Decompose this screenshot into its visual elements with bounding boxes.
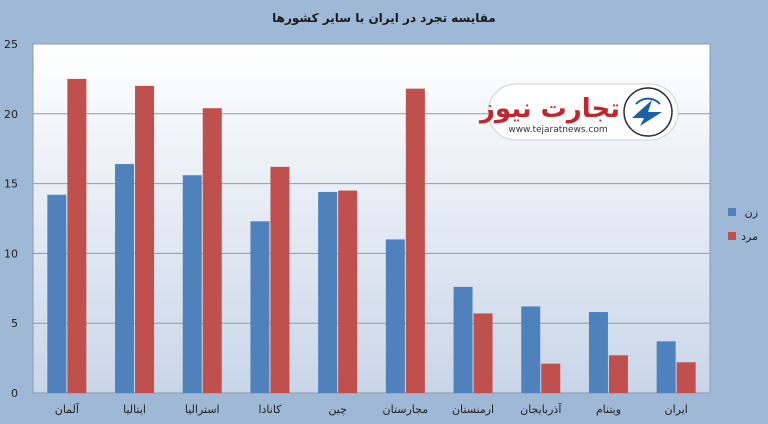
legend-label: مرد [741,230,758,243]
legend-swatch [728,208,736,216]
category-label: ایتالیا [123,403,146,416]
y-axis-ticks: 0 5 10 15 20 25 [4,38,18,400]
watermark-brand: تجارت نیوز [478,94,620,124]
legend-label: زن [745,206,758,219]
y-tick-label: 0 [11,387,18,400]
bar [473,313,493,393]
chart-title: مقایسه تجرد در ایران با سایر کشورها [272,11,496,26]
bar [405,88,425,393]
category-label: استرالیا [185,403,220,416]
bar [588,312,608,393]
bar [135,85,155,393]
category-label: چین [328,403,347,416]
legend: زن مرد [728,206,758,243]
bar [541,363,561,393]
bar [318,191,338,393]
bars [47,78,696,394]
bar [676,362,696,393]
bar [270,166,290,393]
bar [521,306,541,393]
y-tick-label: 25 [4,38,18,51]
bar [338,190,358,393]
category-label: آذربایجان [520,402,562,416]
bar [250,221,270,393]
y-tick-label: 15 [4,178,18,191]
bar [202,108,222,393]
category-label: ایران [664,403,687,416]
category-labels: آلمان ایتالیا استرالیا کانادا چین مجارستان ارم… [55,402,688,416]
category-label: ارمنستان [452,403,494,416]
y-tick-label: 20 [4,108,18,121]
bar [656,341,676,393]
category-label: آلمان [55,402,80,416]
bar [453,286,473,393]
bar [47,194,67,393]
bar [115,164,135,393]
bar [608,355,628,393]
bar [385,239,405,393]
bar [67,78,87,394]
arrow-logo-icon [623,87,673,137]
legend-swatch [728,232,736,240]
watermark-logo: تجارت نیوز www.tejaratnews.com [478,83,679,141]
category-label: مجارستان [383,403,429,416]
category-label: کانادا [258,403,282,416]
watermark-url: www.tejaratnews.com [508,125,607,135]
y-tick-label: 5 [11,317,18,330]
category-label: ویتنام [596,403,621,416]
y-tick-label: 10 [4,247,18,260]
bar [182,175,202,393]
